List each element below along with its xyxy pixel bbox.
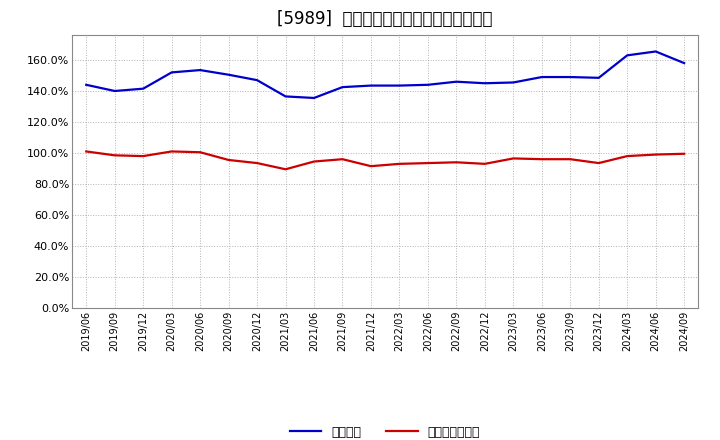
固定長期適合率 — [509, 156, 518, 161]
固定比率 — [253, 77, 261, 83]
固定比率 — [423, 82, 432, 88]
固定長期適合率 — [366, 164, 375, 169]
固定長期適合率 — [595, 161, 603, 166]
Line: 固定比率: 固定比率 — [86, 51, 684, 98]
Legend: 固定比率, 固定長期適合率: 固定比率, 固定長期適合率 — [285, 421, 485, 440]
固定比率 — [225, 72, 233, 77]
固定比率 — [452, 79, 461, 84]
固定長期適合率 — [282, 167, 290, 172]
固定長期適合率 — [537, 157, 546, 162]
固定長期適合率 — [680, 151, 688, 156]
固定比率 — [566, 74, 575, 80]
固定長期適合率 — [652, 152, 660, 157]
固定比率 — [509, 80, 518, 85]
固定比率 — [480, 81, 489, 86]
固定比率 — [282, 94, 290, 99]
固定長期適合率 — [167, 149, 176, 154]
固定長期適合率 — [423, 161, 432, 166]
固定長期適合率 — [395, 161, 404, 166]
固定比率 — [139, 86, 148, 92]
固定比率 — [82, 82, 91, 88]
固定長期適合率 — [110, 153, 119, 158]
固定長期適合率 — [225, 158, 233, 163]
Line: 固定長期適合率: 固定長期適合率 — [86, 151, 684, 169]
Title: [5989]  固定比率、固定長期適合率の推移: [5989] 固定比率、固定長期適合率の推移 — [277, 10, 493, 28]
固定長期適合率 — [623, 154, 631, 159]
固定比率 — [652, 49, 660, 54]
固定比率 — [537, 74, 546, 80]
固定比率 — [395, 83, 404, 88]
固定長期適合率 — [82, 149, 91, 154]
固定長期適合率 — [310, 159, 318, 164]
固定比率 — [366, 83, 375, 88]
固定比率 — [595, 75, 603, 81]
固定比率 — [680, 60, 688, 66]
固定比率 — [623, 53, 631, 58]
固定長期適合率 — [566, 157, 575, 162]
固定長期適合率 — [139, 154, 148, 159]
固定長期適合率 — [253, 161, 261, 166]
固定比率 — [167, 70, 176, 75]
固定比率 — [196, 67, 204, 73]
固定比率 — [310, 95, 318, 101]
固定比率 — [110, 88, 119, 94]
固定長期適合率 — [452, 160, 461, 165]
固定長期適合率 — [196, 150, 204, 155]
固定長期適合率 — [338, 157, 347, 162]
固定長期適合率 — [480, 161, 489, 166]
固定比率 — [338, 84, 347, 90]
